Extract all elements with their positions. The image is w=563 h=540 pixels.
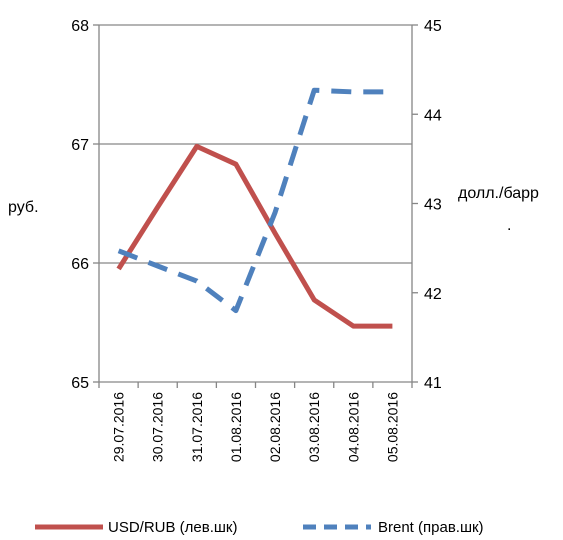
y-tick-label-right: 43 bbox=[424, 197, 442, 214]
y-tick-label-left: 67 bbox=[71, 137, 89, 154]
x-tick-label: 31.07.2016 bbox=[189, 392, 205, 462]
y-tick-label-left: 66 bbox=[71, 256, 89, 273]
legend-label-usdrub: USD/RUB (лев.шк) bbox=[108, 519, 238, 536]
y-tick-label-right: 44 bbox=[424, 107, 442, 124]
x-tick-label: 30.07.2016 bbox=[150, 392, 166, 462]
y-tick-label-right: 42 bbox=[424, 286, 442, 303]
y-axis-label-left: руб. bbox=[8, 199, 39, 216]
y-tick-label-left: 68 bbox=[71, 18, 89, 35]
series-line-brent bbox=[117, 87, 393, 314]
x-tick-label: 05.08.2016 bbox=[384, 392, 400, 462]
legend-label-brent: Brent (прав.шк) bbox=[378, 519, 484, 536]
y-axis-label-right: долл./барр bbox=[458, 185, 539, 202]
x-tick-label: 29.07.2016 bbox=[111, 392, 127, 462]
y-tick-label-right: 41 bbox=[424, 375, 442, 392]
x-tick-label: 04.08.2016 bbox=[345, 392, 361, 462]
y-ticks-right: 41 42 43 44 45 bbox=[412, 18, 442, 392]
series-line-usdrub bbox=[116, 143, 393, 329]
x-ticks: 29.07.2016 30.07.2016 31.07.2016 01.08.2016… bbox=[98, 382, 413, 462]
y-tick-label-right: 45 bbox=[424, 18, 442, 35]
y-axis-label-right-suffix: . bbox=[507, 217, 511, 234]
x-tick-label: 03.08.2016 bbox=[306, 392, 322, 462]
x-tick-label: 02.08.2016 bbox=[267, 392, 283, 462]
legend: USD/RUB (лев.шк) Brent (прав.шк) bbox=[35, 519, 484, 536]
y-ticks-left: 65 66 67 68 bbox=[71, 18, 99, 392]
y-tick-label-left: 65 bbox=[71, 375, 89, 392]
x-tick-label: 01.08.2016 bbox=[228, 392, 244, 462]
series bbox=[116, 87, 393, 329]
